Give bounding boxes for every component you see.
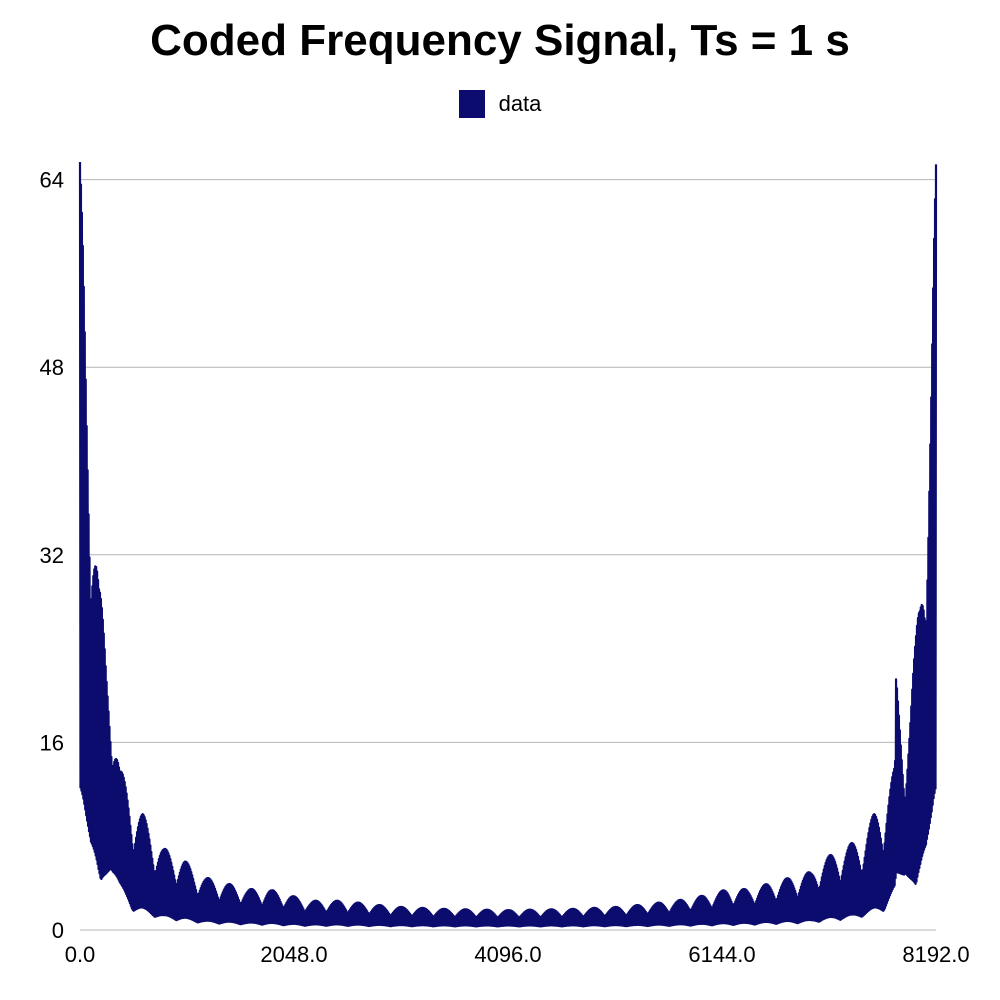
x-tick-label: 8192.0 bbox=[902, 942, 969, 967]
y-tick-label: 48 bbox=[40, 355, 64, 380]
x-tick-label: 6144.0 bbox=[688, 942, 755, 967]
x-tick-label: 4096.0 bbox=[474, 942, 541, 967]
legend-label: data bbox=[498, 91, 542, 116]
chart-title: Coded Frequency Signal, Ts = 1 s bbox=[150, 16, 850, 65]
y-tick-label: 64 bbox=[40, 168, 64, 193]
y-tick-label: 16 bbox=[40, 730, 64, 755]
y-tick-label: 0 bbox=[52, 918, 64, 943]
x-tick-label: 0.0 bbox=[65, 942, 96, 967]
legend: data bbox=[0, 90, 1000, 118]
series-data-line bbox=[78, 161, 938, 928]
y-tick-label: 32 bbox=[40, 543, 64, 568]
x-tick-label: 2048.0 bbox=[260, 942, 327, 967]
legend-swatch bbox=[458, 90, 485, 118]
